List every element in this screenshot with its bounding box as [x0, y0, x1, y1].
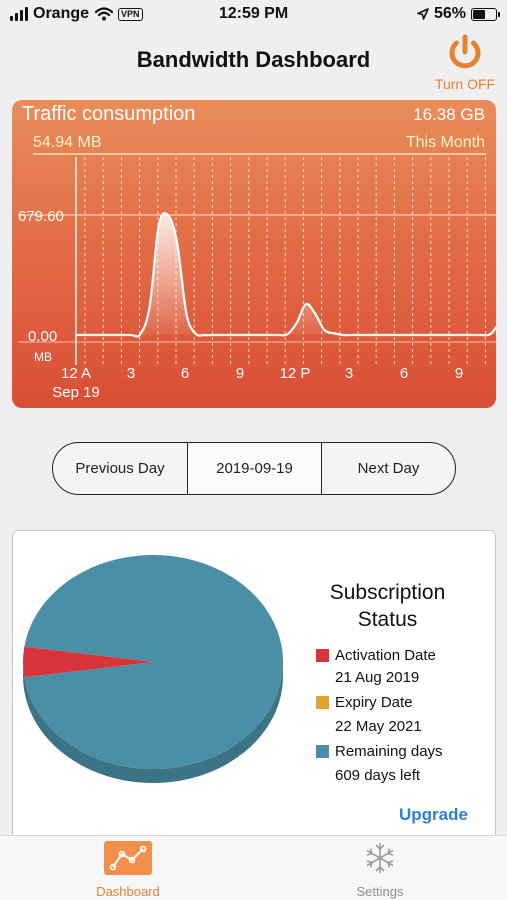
- remaining-days-value: 609 days left: [335, 767, 421, 784]
- legend-swatch: [316, 649, 329, 662]
- traffic-total: 16.38 GB: [413, 105, 485, 124]
- subscription-title: Subscription Status: [300, 579, 475, 633]
- x-tick-label: 9: [455, 365, 463, 382]
- vpn-badge: VPN: [118, 7, 143, 21]
- day-navigation: Previous Day 2019-09-19 Next Day: [52, 442, 456, 495]
- expiry-date-value: 22 May 2021: [335, 718, 422, 735]
- x-tick-label: 9: [236, 365, 244, 382]
- previous-day-button[interactable]: Previous Day: [53, 443, 188, 494]
- signal-strength-icon: [10, 7, 28, 21]
- carrier-name: Orange: [33, 5, 90, 22]
- traffic-chart: 679.60 0.00 MB 12 A 3 6 9 12 P 3 6 9 Sep 19: [18, 153, 496, 401]
- legend-swatch: [316, 745, 329, 758]
- y-tick-label: 679.60: [18, 208, 64, 225]
- legend-label: Expiry Date: [335, 694, 413, 711]
- tab-settings[interactable]: Settings: [320, 841, 440, 899]
- x-tick-label: 3: [345, 365, 353, 382]
- traffic-card-title: Traffic consumption: [22, 103, 196, 125]
- subscription-pie-chart: [22, 555, 283, 783]
- tab-dashboard[interactable]: Dashboard: [68, 841, 188, 899]
- battery-percent: 56%: [433, 5, 466, 22]
- x-tick-label: 6: [400, 365, 408, 382]
- turn-off-button[interactable]: Turn OFF: [432, 32, 498, 92]
- x-tick-label: 6: [181, 365, 189, 382]
- activation-date-value: 21 Aug 2019: [335, 669, 420, 686]
- tab-bar: Dashboard Settings: [0, 835, 507, 900]
- x-tick-label: 12 A: [61, 365, 91, 382]
- battery-icon: [471, 7, 500, 21]
- x-tick-label: 3: [127, 365, 135, 382]
- day-total: 54.94 MB: [33, 134, 102, 151]
- date-button[interactable]: 2019-09-19: [188, 443, 322, 494]
- turn-off-label: Turn OFF: [434, 76, 496, 92]
- location-arrow-icon: [417, 8, 429, 20]
- subscription-title-line1: Subscription: [329, 581, 446, 604]
- x-tick-label: 12 P: [280, 365, 311, 382]
- legend-label: Remaining days: [335, 743, 443, 760]
- legend-swatch: [316, 696, 329, 709]
- upgrade-button[interactable]: Upgrade: [399, 805, 468, 824]
- wifi-icon: [95, 7, 114, 21]
- traffic-area: [76, 213, 496, 337]
- power-icon: [449, 34, 481, 69]
- next-day-button[interactable]: Next Day: [357, 460, 420, 477]
- period-label: This Month: [405, 134, 485, 151]
- status-bar-left: Orange VPN: [10, 5, 143, 23]
- chart-line-icon: [104, 841, 152, 875]
- subscription-title-line2: Status: [357, 608, 418, 631]
- traffic-chart-card: [12, 100, 496, 408]
- tab-dashboard-label: Dashboard: [96, 884, 160, 899]
- pie-slice-activation-date: [22, 646, 153, 678]
- tab-settings-label: Settings: [356, 884, 404, 899]
- y-tick-label: 0.00: [28, 328, 57, 345]
- x-date-label: Sep 19: [52, 384, 100, 401]
- legend-label: Activation Date: [335, 647, 436, 664]
- status-bar-right: 56%: [417, 5, 500, 23]
- page-title: Bandwidth Dashboard: [136, 47, 371, 72]
- traffic-line: [76, 211, 496, 338]
- settings-snowflake-icon: [356, 841, 404, 875]
- pie-slice-remaining-days: [24, 555, 283, 769]
- y-unit-label: MB: [34, 350, 52, 364]
